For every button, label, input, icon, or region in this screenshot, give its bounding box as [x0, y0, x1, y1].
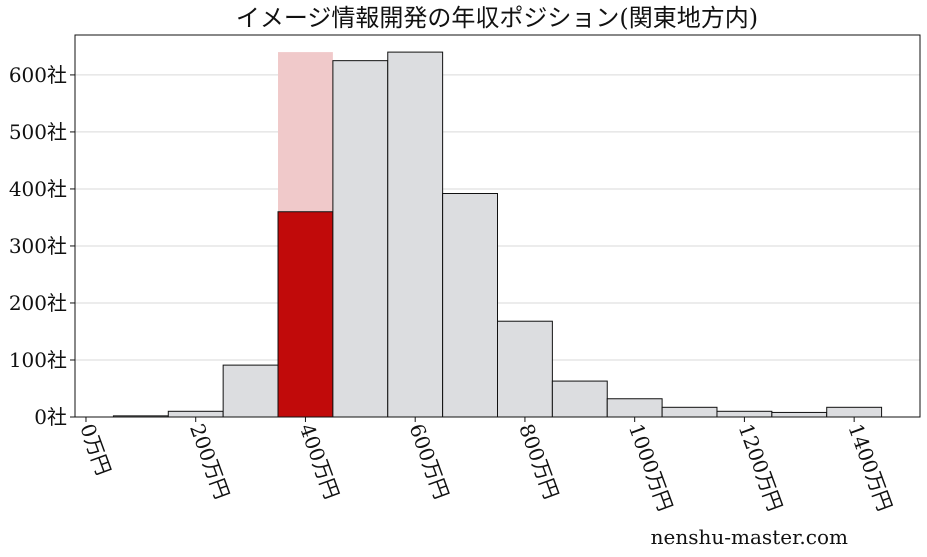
y-axis-ticks: 0社 100社 200社 300社 400社 500社 600社 — [9, 63, 75, 429]
x-tick-label: 1200万円 — [734, 421, 788, 515]
chart-title: イメージ情報開発の年収ポジション(関東地方内) — [236, 4, 758, 32]
watermark: nenshu-master.com — [651, 525, 848, 549]
plot-frame — [74, 34, 921, 418]
highlight-bar — [277, 211, 334, 418]
histogram-bar — [716, 410, 773, 418]
y-tick-label: 500社 — [9, 120, 67, 144]
x-tick-label: 1000万円 — [624, 421, 678, 515]
y-tick-label: 0社 — [34, 405, 67, 429]
histogram-bar — [497, 320, 553, 418]
histogram-bar — [771, 411, 828, 418]
y-tick-label: 400社 — [9, 177, 67, 201]
histogram-bar — [606, 398, 663, 418]
y-tick-label: 200社 — [9, 291, 67, 315]
x-axis-ticks: 0万円 200万円 400万円 600万円 800万円 1000万円 1200万円 1400万… — [75, 417, 897, 514]
histogram-bar — [332, 60, 389, 418]
histogram-bars — [112, 51, 883, 418]
histogram-bar — [551, 380, 608, 418]
histogram-bar — [167, 410, 224, 418]
histogram-bar — [222, 364, 279, 418]
histogram-bar — [442, 193, 499, 418]
x-tick-label: 0万円 — [75, 421, 116, 479]
y-tick-label: 600社 — [9, 63, 67, 87]
histogram-bar — [387, 51, 444, 418]
x-tick-label: 400万円 — [295, 421, 344, 503]
x-tick-label: 800万円 — [514, 421, 563, 503]
x-tick-label: 200万円 — [185, 421, 234, 503]
y-tick-label: 300社 — [9, 234, 67, 258]
y-tick-label: 100社 — [9, 348, 67, 372]
x-tick-label: 1400万円 — [843, 421, 897, 515]
x-tick-label: 600万円 — [404, 421, 453, 503]
histogram-bar — [661, 406, 718, 418]
histogram-bar — [826, 406, 883, 418]
